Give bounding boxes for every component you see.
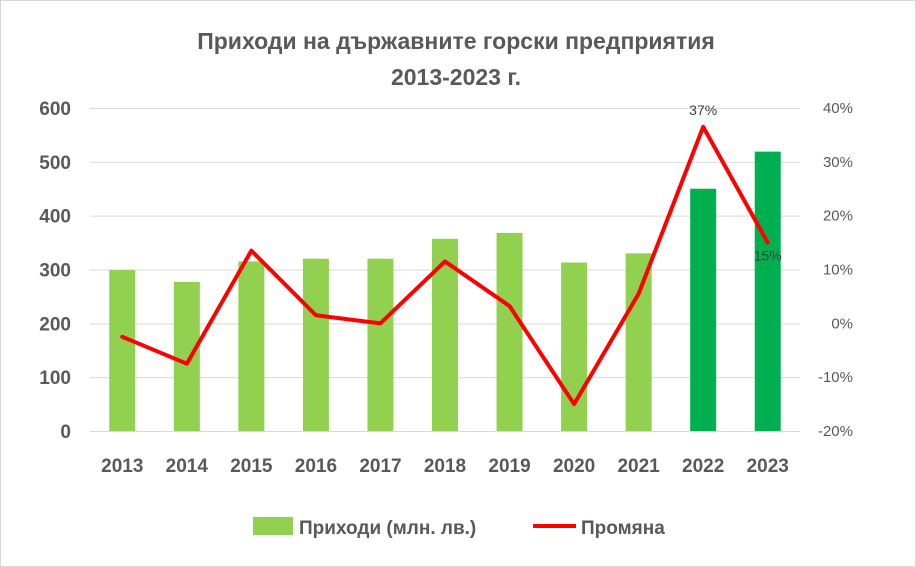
x-tick-label: 2016 <box>295 456 337 477</box>
x-tick-label: 2023 <box>747 456 789 477</box>
y-left-tick-label: 0 <box>60 422 71 443</box>
x-tick-label: 2013 <box>101 456 143 477</box>
y-right-tick-label: -10% <box>818 369 853 386</box>
chart-title-line-1: Приходи на държавните горски предприятия <box>197 28 715 54</box>
x-tick-label: 2014 <box>166 456 209 477</box>
left-axis-ticks: 0 100 200 300 400 500 600 <box>39 99 71 443</box>
x-tick-label: 2019 <box>488 456 530 477</box>
x-tick-label: 2022 <box>682 456 724 477</box>
data-label-2022: 37% <box>689 102 717 118</box>
bar-2016 <box>302 258 329 431</box>
x-tick-label: 2021 <box>617 456 660 477</box>
y-left-tick-label: 500 <box>39 153 71 174</box>
data-labels: 37% 15% <box>689 102 782 264</box>
x-tick-label: 2018 <box>424 456 466 477</box>
y-left-tick-label: 100 <box>39 368 71 389</box>
y-right-tick-label: 40% <box>823 100 853 117</box>
legend-label-bars: Приходи (млн. лв.) <box>299 518 476 539</box>
bar-2015 <box>238 261 265 431</box>
x-tick-label: 2017 <box>359 456 401 477</box>
x-tick-label: 2020 <box>553 456 595 477</box>
y-right-tick-label: 0% <box>831 315 853 332</box>
y-left-tick-label: 600 <box>39 99 71 120</box>
chart-title-line-2: 2013-2023 г. <box>391 64 521 90</box>
y-right-tick-label: 30% <box>823 154 853 171</box>
y-right-tick-label: -20% <box>818 423 853 440</box>
x-tick-label: 2015 <box>230 456 273 477</box>
bar-2022 <box>690 188 717 431</box>
legend: Приходи (млн. лв.) Промяна <box>253 517 665 539</box>
bar-2017 <box>367 258 394 431</box>
line-series <box>120 124 770 407</box>
y-right-tick-label: 20% <box>823 208 853 225</box>
legend-swatch-bars <box>253 517 293 535</box>
bar-2023 <box>754 151 781 432</box>
legend-label-line: Промяна <box>581 518 665 539</box>
y-left-tick-label: 200 <box>39 314 71 335</box>
x-axis-ticks: 2013 2014 2015 2016 2017 2018 2019 2020 2021 2022… <box>101 456 789 477</box>
y-left-tick-label: 400 <box>39 207 71 228</box>
bar-2021 <box>625 253 652 431</box>
bar-2014 <box>173 281 200 431</box>
right-axis-ticks: -20% -10% 0% 10% 20% 30% 40% <box>818 100 853 440</box>
line-series-path <box>120 124 770 407</box>
bar-series <box>109 151 781 432</box>
y-left-tick-label: 300 <box>39 261 71 282</box>
data-label-2023: 15% <box>754 248 782 264</box>
bar-2013 <box>109 270 136 431</box>
bar-2019 <box>496 232 523 431</box>
y-right-tick-label: 10% <box>823 262 853 279</box>
